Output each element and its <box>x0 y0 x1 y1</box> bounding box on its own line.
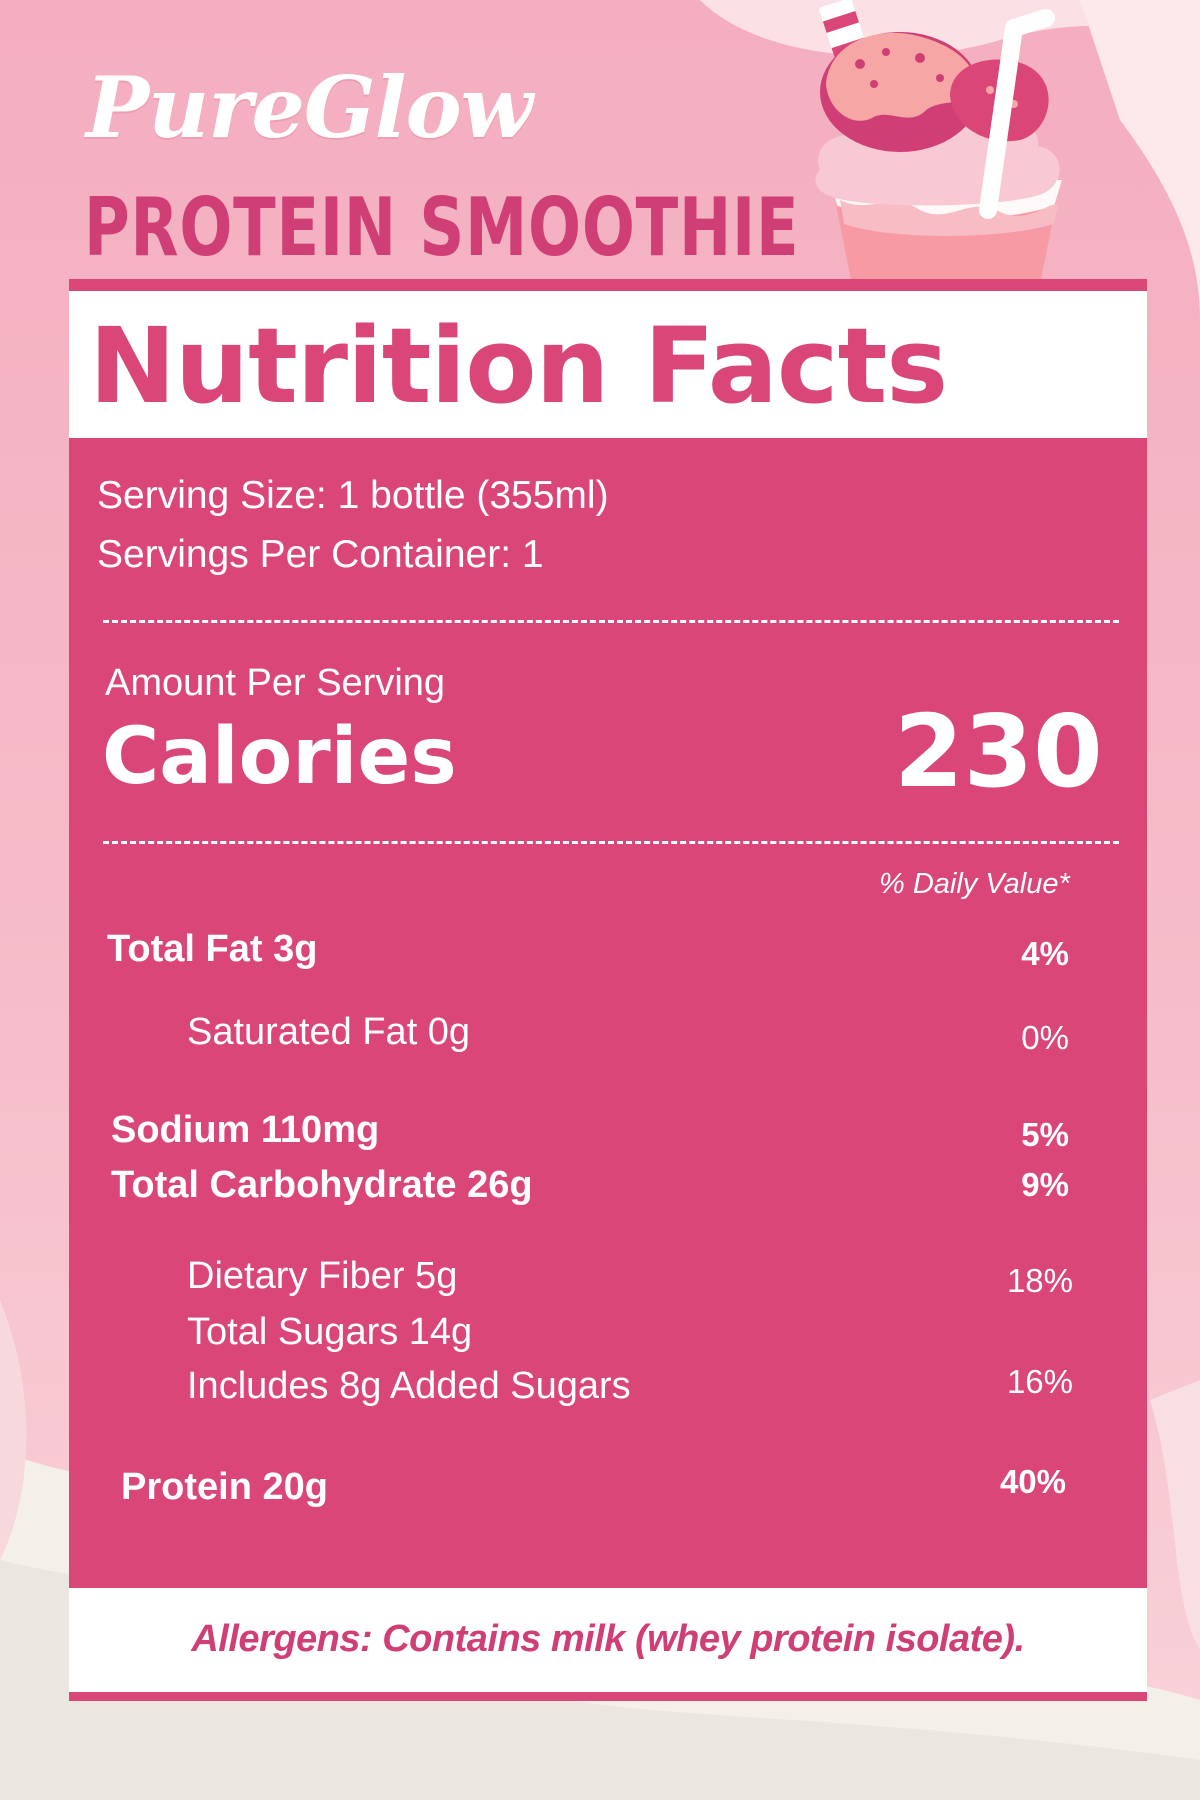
dv-sodium: 5% <box>1021 1116 1069 1153</box>
calories-label: Calories <box>102 712 457 802</box>
dv-total-carbohydrate: 9% <box>1021 1166 1069 1203</box>
dv-dietary-fiber: 18% <box>1006 1262 1073 1299</box>
divider-dashed <box>103 841 1119 844</box>
nutrient-sodium: Sodium 110mg <box>111 1109 380 1151</box>
nutrient-dietary-fiber: Dietary Fiber 5g <box>187 1255 458 1297</box>
daily-value-header: % Daily Value* <box>879 868 1070 900</box>
nutrition-panel: Nutrition Facts Serving Size: 1 bottle (… <box>69 279 1147 1701</box>
nutrient-added-sugars: Includes 8g Added Sugars <box>187 1365 631 1407</box>
dv-total-fat: 4% <box>1021 935 1069 972</box>
dv-saturated-fat: 0% <box>1021 1019 1069 1056</box>
nutrition-facts-title: Nutrition Facts <box>89 305 948 427</box>
dv-protein: 40% <box>999 1463 1066 1500</box>
nutrient-saturated-fat: Saturated Fat 0g <box>187 1011 471 1053</box>
calories-value: 230 <box>894 693 1103 810</box>
dv-added-sugars: 16% <box>1006 1363 1073 1400</box>
servings-per-container: Servings Per Container: 1 <box>97 533 544 576</box>
nutrient-total-carbohydrate: Total Carbohydrate 26g <box>111 1164 533 1206</box>
nutrient-protein: Protein 20g <box>121 1466 328 1508</box>
serving-size: Serving Size: 1 bottle (355ml) <box>97 474 609 517</box>
panel-bottom-border <box>69 1692 1147 1701</box>
brand-name: PureGlow <box>86 58 533 157</box>
title-box: Nutrition Facts <box>69 291 1147 438</box>
amount-per-serving: Amount Per Serving <box>105 662 446 704</box>
smoothie-cup-illustration <box>815 0 1062 284</box>
nutrient-total-fat: Total Fat 3g <box>107 928 318 970</box>
allergen-statement: Allergens: Contains milk (whey protein i… <box>191 1618 1025 1660</box>
nutrient-total-sugars: Total Sugars 14g <box>187 1311 473 1353</box>
product-name: PROTEIN SMOOTHIE <box>84 181 800 274</box>
allergen-box: Allergens: Contains milk (whey protein i… <box>69 1588 1147 1692</box>
divider-dashed <box>103 620 1119 623</box>
